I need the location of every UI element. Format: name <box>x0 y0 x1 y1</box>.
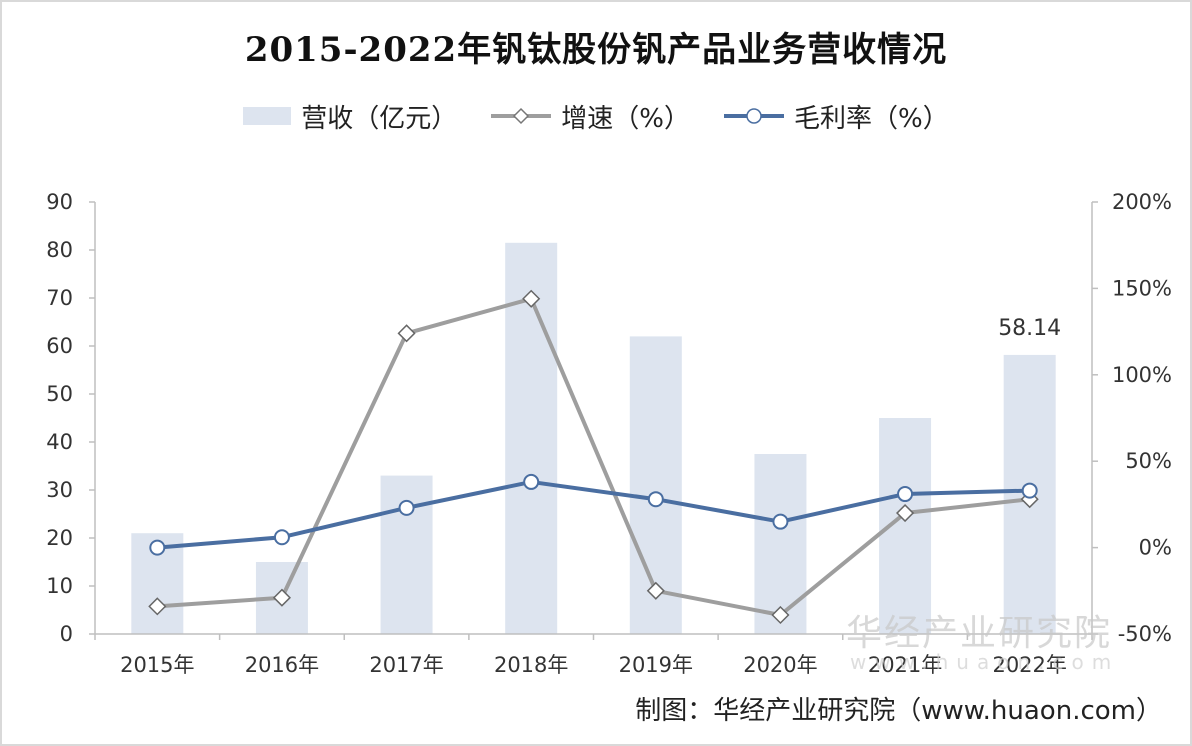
growth-point <box>522 289 541 308</box>
margin-point <box>897 486 914 503</box>
x-tick-label: 2019年 <box>619 653 693 677</box>
right-tick-label: -50% <box>1118 622 1172 646</box>
growth-point <box>771 605 790 625</box>
margin-point <box>149 539 166 556</box>
left-tick-label: 40 <box>46 430 73 454</box>
legend-growth-line-icon <box>491 107 552 125</box>
legend: 营收（亿元） 增速（%） 毛利率（%） <box>0 96 1192 136</box>
legend-margin-line-icon <box>724 108 784 124</box>
margin-point <box>1021 482 1038 499</box>
left-tick-label: 50 <box>46 382 73 406</box>
left-tick-label: 20 <box>46 526 73 550</box>
revenue-data-label: 58.14 <box>998 316 1061 341</box>
growth-point <box>646 581 665 600</box>
watermark-url: www.huaon.com <box>850 650 1120 674</box>
margin-point <box>398 499 415 516</box>
left-tick-label: 80 <box>46 238 73 262</box>
legend-bar-swatch <box>243 107 292 125</box>
legend-item-margin: 毛利率（%） <box>724 98 949 135</box>
margin-line <box>157 479 1030 550</box>
growth-point <box>896 503 915 523</box>
watermark: 华经产业研究院 <box>846 613 1113 654</box>
left-tick-label: 90 <box>46 190 73 214</box>
growth-point <box>148 597 167 616</box>
x-tick-label: 2017年 <box>369 653 443 677</box>
margin-point <box>523 473 540 490</box>
legend-item-revenue: 营收（亿元） <box>243 98 457 135</box>
left-tick-label: 60 <box>46 334 73 358</box>
x-tick-label: 2018年 <box>494 653 568 677</box>
margin-point <box>772 513 789 530</box>
chart-title: 2015-2022年钒钛股份钒产品业务营收情况 <box>244 30 948 70</box>
left-tick-label: 30 <box>46 478 73 502</box>
legend-label-margin: 毛利率（%） <box>794 103 949 134</box>
left-tick-label: 70 <box>46 286 73 310</box>
legend-item-growth: 增速（%） <box>491 98 690 135</box>
right-tick-label: 0% <box>1139 536 1172 560</box>
margin-point <box>647 491 664 508</box>
right-tick-label: 100% <box>1112 363 1172 387</box>
margin-point <box>273 529 290 546</box>
left-tick-label: 10 <box>46 574 73 598</box>
growth-point <box>397 324 416 343</box>
revenue-bar <box>380 475 433 634</box>
legend-label-revenue: 营收（亿元） <box>301 103 458 134</box>
right-tick-label: 200% <box>1112 190 1172 214</box>
x-tick-label: 2015年 <box>120 653 194 677</box>
x-tick-label: 2016年 <box>245 653 319 677</box>
x-tick-label: 2022年 <box>992 653 1066 677</box>
x-tick-label: 2020年 <box>743 653 817 677</box>
legend-label-growth: 增速（%） <box>561 103 690 134</box>
growth-line <box>157 296 1030 617</box>
growth-point <box>272 588 291 607</box>
revenue-bar <box>505 242 558 635</box>
left-tick-label: 0 <box>60 622 73 646</box>
right-tick-label: 50% <box>1125 449 1172 473</box>
x-tick-label: 2021年 <box>868 653 942 677</box>
right-tick-label: 150% <box>1112 276 1172 300</box>
source-note: 制图：华经产业研究院（www.huaon.com） <box>635 696 1162 726</box>
revenue-bar <box>754 454 807 634</box>
